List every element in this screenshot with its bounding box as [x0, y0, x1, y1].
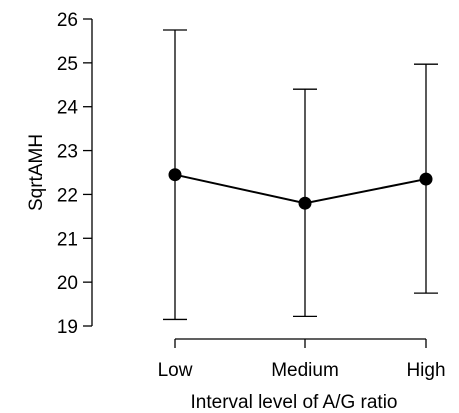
y-tick-label: 20 [57, 273, 78, 294]
x-tick-label: Medium [271, 360, 339, 381]
y-tick-label: 26 [57, 10, 78, 31]
y-tick-label: 22 [57, 185, 78, 206]
x-axis: Low Medium High [158, 338, 446, 381]
y-tick-label: 19 [57, 317, 78, 338]
data-point [168, 168, 182, 182]
data-point [298, 196, 312, 210]
x-tick-label: High [406, 360, 445, 381]
y-axis-title: SqrtAMH [26, 134, 47, 211]
y-axis: 19 20 21 22 23 24 25 26 [57, 10, 93, 338]
series-layer [163, 29, 438, 321]
y-tick-label: 23 [57, 142, 78, 163]
x-axis-title: Interval level of A/G ratio [191, 392, 398, 413]
y-tick-label: 24 [57, 98, 79, 119]
y-tick-label: 21 [57, 229, 78, 250]
data-point [419, 172, 433, 186]
y-tick-label: 25 [57, 54, 78, 75]
x-tick-label: Low [158, 360, 193, 381]
